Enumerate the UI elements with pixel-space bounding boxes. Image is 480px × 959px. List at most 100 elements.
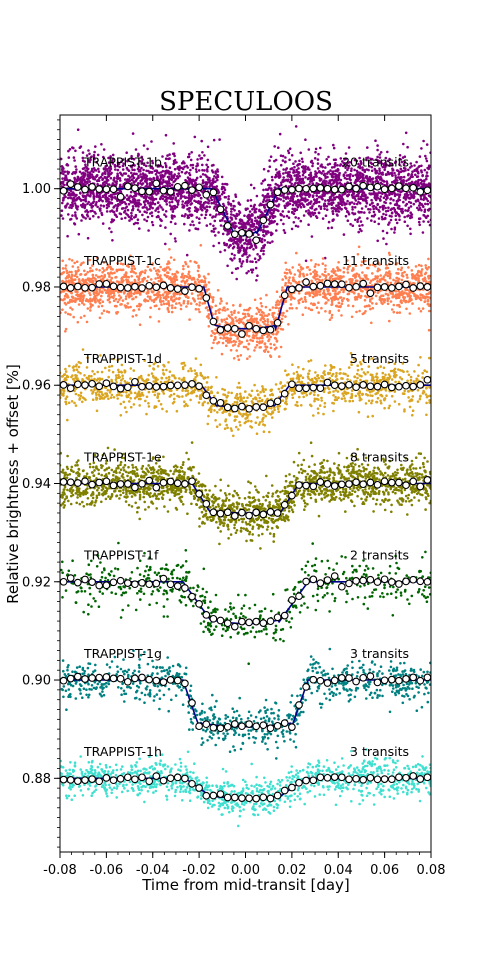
data-point [98,207,101,210]
data-point [262,226,266,229]
data-point [164,172,167,175]
data-point [338,181,342,184]
data-point [404,209,407,212]
data-point [411,170,414,173]
data-point [183,215,186,218]
data-point [413,164,416,167]
data-point [264,305,268,309]
data-point [235,277,238,281]
data-point [275,222,279,226]
data-point [281,278,285,281]
data-point [270,219,273,223]
data-point [130,157,133,160]
data-point [183,161,186,165]
data-point [73,159,76,162]
data-point [262,311,265,315]
data-point [236,237,239,241]
data-point [332,146,336,150]
data-point [389,202,392,205]
data-point [127,178,130,181]
data-point [84,163,87,166]
data-point [198,154,201,157]
data-point [227,239,231,242]
data-point [101,194,105,198]
binned-point [109,185,118,194]
data-point [130,217,133,221]
data-point [95,192,99,196]
data-point [147,202,150,205]
data-point [374,139,377,142]
data-point [271,178,274,182]
data-point [288,180,292,184]
data-point [199,200,203,204]
data-point [341,198,345,202]
binned-point [245,230,253,238]
data-point [307,211,310,215]
data-point [270,208,274,212]
data-point [392,310,396,314]
data-point [309,180,312,183]
data-point [344,171,347,174]
binned-point [173,182,182,191]
data-point [304,259,308,263]
data-point [203,185,207,188]
data-point [262,198,266,202]
data-point [105,206,109,210]
data-point [281,286,284,289]
data-point [227,197,230,201]
data-point [94,212,97,215]
data-point [284,171,288,174]
data-point [238,211,242,214]
data-point [102,204,105,208]
data-point [250,271,254,274]
data-point [64,327,68,331]
data-point [201,151,204,154]
data-point [295,170,299,174]
data-point [415,175,419,178]
data-point [253,257,257,261]
data-point [368,164,371,168]
data-point [197,191,200,195]
data-point [89,192,93,195]
data-point [282,311,285,315]
binned-point [423,186,431,195]
binned-point [273,188,282,197]
data-point [382,275,386,279]
data-point [298,275,301,278]
data-point [224,208,227,212]
data-point [188,173,192,177]
data-point [390,207,394,211]
data-point [95,201,98,204]
data-point [203,169,206,172]
data-point [140,162,144,165]
data-point [287,178,290,181]
data-point [350,201,354,204]
data-point [284,168,288,171]
data-point [74,213,77,217]
data-point [304,306,307,310]
data-point [317,152,320,156]
data-point [176,200,180,204]
data-point [179,307,183,311]
data-point [195,261,198,265]
data-point [155,272,159,275]
data-point [164,157,168,160]
data-point [179,194,183,198]
data-point [115,215,119,218]
data-point [157,320,161,323]
data-point [116,300,120,304]
data-point [169,232,172,236]
data-point [394,211,398,214]
data-point [188,206,191,210]
binned-point [366,183,375,192]
data-point [74,195,77,198]
data-point [250,220,254,223]
data-point [146,208,149,211]
data-point [232,204,236,208]
data-point [394,174,397,177]
data-point [190,202,194,205]
data-point [203,216,207,220]
data-point [320,163,323,166]
data-point [180,170,184,174]
